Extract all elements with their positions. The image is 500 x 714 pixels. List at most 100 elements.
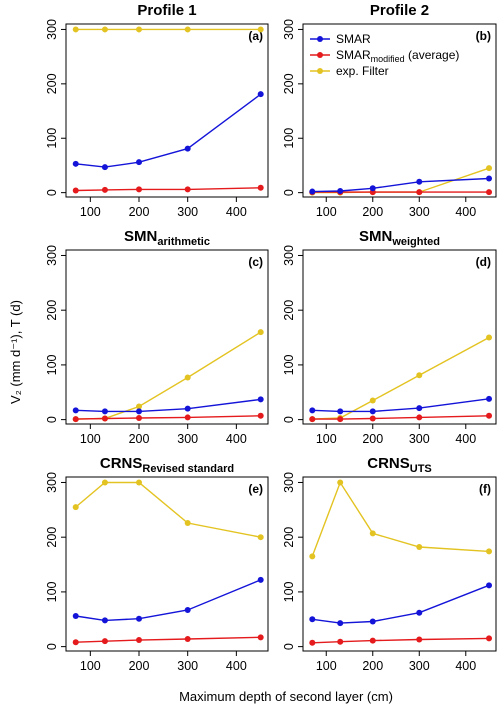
x-tick-label: 200 xyxy=(129,205,150,219)
panel-1: Profile 1 (a) 0 100 200 300 100 200 300 400 xyxy=(45,2,269,219)
data-point xyxy=(369,637,376,644)
y-tick-label: 300 xyxy=(282,19,296,40)
data-point xyxy=(72,639,79,646)
data-point xyxy=(369,185,376,192)
data-point xyxy=(416,414,423,421)
y-tick-label: 200 xyxy=(45,73,59,94)
data-point xyxy=(416,636,423,643)
data-point xyxy=(184,414,191,421)
x-tick-label: 200 xyxy=(362,432,383,446)
series-line-1 xyxy=(75,93,262,168)
x-tick-label: 400 xyxy=(226,659,247,673)
plot-frame xyxy=(302,23,497,198)
data-point xyxy=(72,504,79,511)
data-point xyxy=(101,479,108,486)
data-point xyxy=(416,405,423,412)
x-tick-label: 200 xyxy=(129,659,150,673)
y-tick-label: 200 xyxy=(282,73,296,94)
y-tick-label: 300 xyxy=(45,245,59,266)
data-point xyxy=(136,159,143,166)
data-point xyxy=(257,396,264,403)
data-point xyxy=(337,188,344,195)
y-tick-label: 100 xyxy=(45,581,59,602)
y-tick-label: 0 xyxy=(45,643,59,650)
data-point xyxy=(136,637,143,644)
data-point xyxy=(257,184,264,191)
data-point xyxy=(257,329,264,336)
y-tick-label: 300 xyxy=(45,19,59,40)
x-tick-label: 400 xyxy=(226,205,247,219)
x-tick-label: 300 xyxy=(177,432,198,446)
data-point xyxy=(486,635,493,642)
x-tick-label: 100 xyxy=(316,659,337,673)
y-tick-label: 100 xyxy=(282,354,296,375)
data-point xyxy=(369,618,376,625)
data-point xyxy=(337,638,344,645)
data-point xyxy=(416,189,423,196)
y-tick-label: 200 xyxy=(45,300,59,321)
data-point xyxy=(337,416,344,423)
data-point xyxy=(486,412,493,419)
x-tick-label: 400 xyxy=(455,659,476,673)
data-point xyxy=(136,414,143,421)
data-point xyxy=(309,616,316,623)
data-point xyxy=(136,403,143,410)
panel-label: (c) xyxy=(248,255,263,269)
x-tick-label: 400 xyxy=(455,432,476,446)
data-point xyxy=(486,189,493,196)
x-tick-label: 300 xyxy=(177,205,198,219)
legend-entry: SMARmodified (average) xyxy=(336,48,459,64)
panel-label: (b) xyxy=(476,29,491,43)
legend-marker xyxy=(317,68,323,74)
panel-label: (e) xyxy=(248,482,263,496)
data-point xyxy=(257,26,264,33)
data-point xyxy=(309,407,316,414)
x-tick-label: 300 xyxy=(409,659,430,673)
data-point xyxy=(309,416,316,423)
y-tick-label: 0 xyxy=(282,189,296,196)
y-tick-label: 200 xyxy=(45,527,59,548)
x-tick-label: 200 xyxy=(362,205,383,219)
data-point xyxy=(136,408,143,415)
y-tick-label: 0 xyxy=(282,416,296,423)
data-point xyxy=(101,638,108,645)
panel-title: Profile 2 xyxy=(370,2,429,19)
panel-5: CRNSRevised standard (e) 0 100 200 300 100 200 3… xyxy=(45,455,269,673)
x-tick-label: 100 xyxy=(80,659,101,673)
data-point xyxy=(184,519,191,526)
data-point xyxy=(416,544,423,551)
data-point xyxy=(184,405,191,412)
data-point xyxy=(486,334,493,341)
data-point xyxy=(184,145,191,152)
data-point xyxy=(101,26,108,33)
data-point xyxy=(486,165,493,172)
data-point xyxy=(136,26,143,33)
y-tick-label: 300 xyxy=(45,472,59,493)
data-point xyxy=(369,530,376,537)
x-tick-label: 400 xyxy=(455,205,476,219)
data-point xyxy=(184,374,191,381)
data-point xyxy=(486,548,493,555)
x-tick-label: 300 xyxy=(177,659,198,673)
panel-3: SMNarithmetic (c) 0 100 200 300 100 200 300 400 xyxy=(45,228,269,446)
panel-label: (d) xyxy=(476,255,491,269)
data-point xyxy=(257,576,264,583)
data-point xyxy=(486,395,493,402)
data-point xyxy=(369,415,376,422)
panel-title: SMNweighted xyxy=(359,228,440,248)
y-tick-label: 100 xyxy=(45,128,59,149)
legend: SMAR SMARmodified (average)exp. Filter xyxy=(310,32,459,78)
data-point xyxy=(101,164,108,171)
data-point xyxy=(416,609,423,616)
data-point xyxy=(72,26,79,33)
panel-title: Profile 1 xyxy=(137,2,196,19)
data-point xyxy=(184,186,191,193)
plot-frame xyxy=(65,23,269,198)
data-point xyxy=(184,606,191,613)
data-point xyxy=(337,620,344,627)
data-point xyxy=(416,372,423,379)
legend-marker xyxy=(317,36,323,42)
panel-title: CRNSUTS xyxy=(367,455,432,475)
